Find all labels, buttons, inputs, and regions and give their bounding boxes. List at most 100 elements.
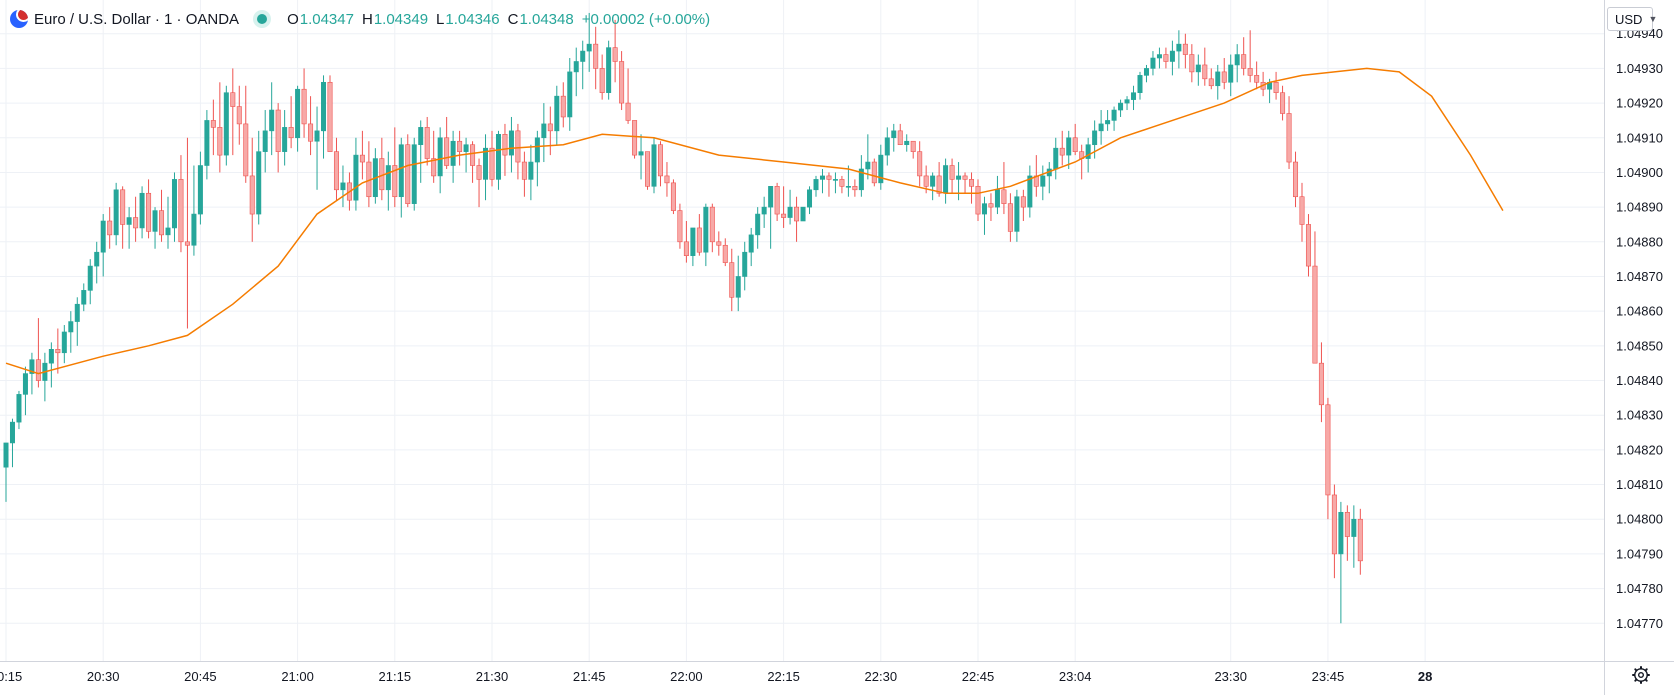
- candle-body: [1215, 71, 1221, 87]
- time-tick-label: 20:30: [87, 669, 120, 684]
- candle-body: [9, 421, 15, 444]
- candle-body: [476, 165, 482, 180]
- time-tick-label: 20:15: [0, 669, 22, 684]
- price-tick-label: 1.04860: [1616, 304, 1663, 319]
- candle-body: [716, 241, 722, 246]
- candle-body: [1195, 64, 1201, 73]
- gear-icon[interactable]: [1632, 666, 1650, 684]
- time-scale-panel[interactable]: [0, 661, 1604, 695]
- candle-body: [515, 130, 521, 163]
- candle-body: [210, 120, 216, 128]
- candle-body: [1325, 404, 1331, 496]
- close-value: 1.04348: [519, 10, 574, 28]
- candle-body: [1351, 518, 1357, 537]
- candle-body: [1241, 54, 1247, 69]
- candle-body: [807, 189, 813, 208]
- candle-body: [755, 213, 761, 236]
- price-tick-label: 1.04780: [1616, 581, 1663, 596]
- eur-usd-flag-icon: [10, 10, 28, 28]
- price-tick-label: 1.04890: [1616, 200, 1663, 215]
- candle-body: [3, 442, 9, 468]
- time-tick-label: 21:00: [281, 669, 314, 684]
- time-tick-label: 20:45: [184, 669, 217, 684]
- close-label: C: [507, 10, 519, 28]
- candle-body: [949, 165, 955, 180]
- candle-body: [1092, 130, 1098, 146]
- currency-button[interactable]: USD ▼: [1607, 7, 1657, 31]
- candle-body: [133, 217, 139, 229]
- candle-body: [768, 186, 774, 208]
- candle-body: [1357, 518, 1363, 562]
- candle-body: [994, 189, 1000, 208]
- candle-body: [832, 179, 838, 181]
- candle-body: [858, 168, 864, 191]
- price-scale-panel[interactable]: [1604, 0, 1674, 695]
- candle-body: [159, 210, 165, 236]
- candle-body: [489, 147, 495, 180]
- candle-body: [593, 43, 599, 69]
- candle-body: [353, 154, 359, 201]
- candle-body: [1085, 144, 1091, 159]
- candle-body: [528, 161, 534, 180]
- candle-body: [262, 130, 268, 152]
- time-tick-label: 22:45: [962, 669, 995, 684]
- candle-body: [256, 151, 262, 215]
- candle-body: [800, 206, 806, 222]
- candle-body: [126, 217, 132, 225]
- candle-body: [1202, 64, 1208, 80]
- candle-body: [794, 206, 800, 222]
- candle-body: [1299, 196, 1305, 225]
- time-tick-label: 21:45: [573, 669, 606, 684]
- candle-body: [554, 95, 560, 132]
- candle-body: [191, 213, 197, 246]
- candle-body: [573, 61, 579, 73]
- candle-body: [878, 154, 884, 184]
- time-tick-label: 22:30: [865, 669, 898, 684]
- candle-body: [1066, 137, 1072, 156]
- candle-body: [1286, 113, 1292, 163]
- candle-body: [1280, 92, 1286, 114]
- candle-body: [606, 47, 612, 93]
- candle-body: [541, 123, 547, 139]
- candle-body: [269, 109, 275, 132]
- candle-body: [1247, 68, 1253, 76]
- candle-body: [1189, 54, 1195, 73]
- candle-body: [1143, 68, 1149, 76]
- candle-body: [580, 50, 586, 62]
- candle-body: [677, 210, 683, 243]
- candle-body: [612, 47, 618, 62]
- candle-body: [722, 244, 728, 263]
- candle-body: [495, 134, 501, 180]
- candle-body: [450, 140, 456, 166]
- candle-body: [930, 175, 936, 187]
- candle-body: [48, 349, 54, 364]
- candle-body: [748, 234, 754, 253]
- chevron-down-icon: ▼: [1648, 14, 1658, 24]
- candle-body: [1312, 265, 1318, 364]
- candle-body: [385, 165, 391, 191]
- candle-body: [431, 158, 437, 177]
- price-tick-label: 1.04910: [1616, 130, 1663, 145]
- candle-body: [236, 106, 242, 125]
- candle-body: [81, 290, 87, 305]
- candle-body: [55, 349, 61, 354]
- candle-body: [1040, 175, 1046, 187]
- candle-body: [651, 144, 657, 187]
- candle-body: [1163, 54, 1169, 62]
- candle-body: [230, 92, 236, 107]
- candle-body: [534, 137, 540, 163]
- candle-body: [781, 213, 787, 218]
- time-tick-label: 23:30: [1214, 669, 1247, 684]
- price-tick-label: 1.04870: [1616, 269, 1663, 284]
- candle-body: [139, 192, 145, 229]
- time-tick-label: 22:15: [767, 669, 800, 684]
- candle-body: [826, 175, 832, 180]
- candle-body: [975, 186, 981, 215]
- open-label: O: [287, 10, 299, 28]
- candle-body: [470, 144, 476, 166]
- symbol-title[interactable]: Euro / U.S. Dollar · 1 · OANDA: [34, 10, 240, 28]
- price-tick-label: 1.04850: [1616, 338, 1663, 353]
- candle-body: [547, 123, 553, 132]
